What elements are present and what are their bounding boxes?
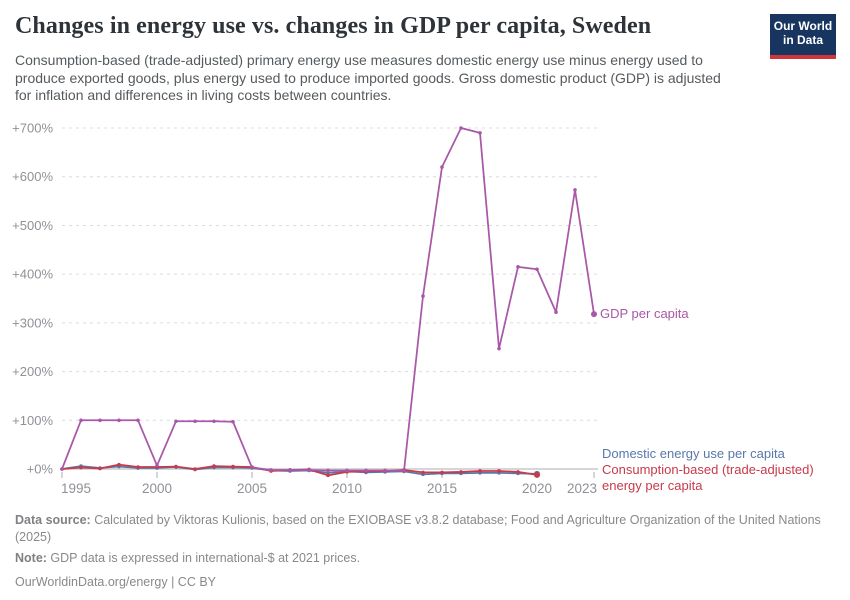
data-point bbox=[497, 346, 501, 351]
data-point bbox=[174, 464, 178, 469]
x-axis-tick-label: 2020 bbox=[522, 481, 552, 496]
data-point bbox=[440, 470, 444, 475]
note-text: GDP data is expressed in international-$… bbox=[46, 551, 361, 565]
data-point bbox=[516, 265, 520, 269]
data-source-text: Calculated by Viktoras Kulionis, based o… bbox=[15, 513, 821, 544]
gdp-line-label: GDP per capita bbox=[600, 306, 689, 321]
data-point bbox=[364, 468, 368, 473]
data-point bbox=[383, 468, 387, 473]
y-axis-tick-label: +300% bbox=[12, 315, 53, 330]
x-axis-tick-label: 2005 bbox=[237, 481, 267, 496]
data-point bbox=[440, 165, 444, 169]
data-point bbox=[212, 419, 216, 424]
data-point bbox=[573, 188, 577, 192]
data-point bbox=[326, 468, 330, 473]
data-point bbox=[459, 126, 463, 130]
data-point bbox=[79, 465, 83, 470]
y-axis-tick-label: +700% bbox=[12, 121, 53, 136]
note-label: Note: bbox=[15, 551, 47, 565]
domestic-energy-line-label: Domestic energy use per capita bbox=[602, 446, 785, 461]
x-axis-tick-label: 2010 bbox=[332, 481, 362, 496]
data-point bbox=[98, 466, 102, 471]
data-point bbox=[117, 462, 121, 467]
license-link: OurWorldinData.org/energy | CC BY bbox=[15, 574, 217, 589]
data-point bbox=[497, 469, 501, 473]
y-axis-tick-label: +100% bbox=[12, 413, 53, 428]
data-point bbox=[250, 465, 254, 470]
data-point bbox=[174, 419, 178, 424]
data-point bbox=[136, 418, 140, 423]
data-point bbox=[345, 468, 349, 473]
data-point bbox=[516, 470, 520, 474]
consumption-energy-line-label: Consumption-based (trade-adjusted) energ… bbox=[602, 462, 814, 493]
data-point bbox=[554, 310, 558, 314]
owid-logo: Our World in Data bbox=[770, 14, 836, 59]
data-point bbox=[117, 418, 121, 423]
y-axis-tick-label: +0% bbox=[27, 462, 54, 477]
chart-subtitle: Consumption-based (trade-adjusted) prima… bbox=[15, 52, 721, 103]
data-point bbox=[231, 419, 235, 424]
data-point bbox=[288, 468, 292, 472]
data-point bbox=[79, 418, 83, 423]
data-point bbox=[421, 294, 425, 298]
data-point bbox=[212, 464, 216, 468]
data-point bbox=[591, 311, 597, 318]
x-axis-tick-label: 2000 bbox=[142, 481, 172, 496]
x-axis-tick-label: 2023 bbox=[567, 481, 597, 496]
data-point bbox=[136, 465, 140, 469]
data-point bbox=[459, 470, 463, 474]
note-line: Note: GDP data is expressed in internati… bbox=[15, 550, 821, 567]
data-point bbox=[60, 467, 64, 471]
data-point bbox=[269, 468, 273, 472]
series-line bbox=[61, 127, 595, 472]
page-title: Changes in energy use vs. changes in GDP… bbox=[15, 13, 652, 39]
x-axis-tick-label: 1995 bbox=[61, 481, 91, 496]
x-axis-tick-label: 2015 bbox=[427, 481, 457, 496]
y-axis-tick-label: +200% bbox=[12, 364, 53, 379]
y-axis-tick-label: +400% bbox=[12, 267, 53, 282]
data-point bbox=[193, 467, 197, 471]
y-axis-tick-label: +600% bbox=[12, 169, 53, 184]
data-point bbox=[307, 468, 311, 472]
data-point bbox=[421, 470, 425, 475]
data-point bbox=[155, 463, 159, 468]
data-point bbox=[231, 464, 235, 469]
data-point bbox=[535, 267, 539, 272]
data-point bbox=[326, 473, 330, 478]
data-source-line: Data source: Calculated by Viktoras Kuli… bbox=[15, 512, 821, 545]
chart-svg: +0% +100% +200% +300% +400% +500% +600% +700% 19… bbox=[12, 121, 598, 496]
y-axis-tick-label: +500% bbox=[12, 218, 53, 233]
owid-logo-line1: Our World bbox=[773, 19, 833, 33]
data-point bbox=[534, 471, 540, 478]
data-point bbox=[478, 131, 482, 135]
owid-logo-line2: in Data bbox=[782, 33, 823, 47]
data-point bbox=[402, 469, 406, 473]
data-point bbox=[193, 419, 197, 424]
data-point bbox=[98, 418, 102, 423]
data-source-label: Data source: bbox=[15, 513, 91, 527]
data-point bbox=[478, 469, 482, 473]
chart-footer: Data source: Calculated by Viktoras Kuli… bbox=[15, 512, 821, 595]
